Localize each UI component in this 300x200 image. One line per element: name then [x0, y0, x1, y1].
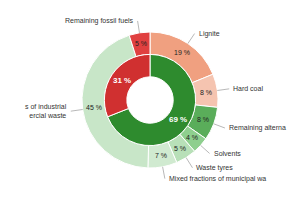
svg-text:Hard coal: Hard coal: [233, 85, 263, 92]
svg-text:Mixed fractions of municipal w: Mixed fractions of municipal wa: [169, 175, 266, 183]
svg-text:Lignite: Lignite: [199, 30, 220, 38]
svg-text:5 %: 5 %: [174, 145, 186, 152]
svg-text:s of industrialercial waste: s of industrialercial waste: [25, 103, 67, 119]
svg-text:45 %: 45 %: [86, 104, 102, 111]
svg-text:Remaining alterna: Remaining alterna: [229, 124, 286, 132]
svg-text:5 %: 5 %: [135, 40, 147, 47]
svg-text:Remaining fossil fuels: Remaining fossil fuels: [65, 17, 134, 25]
svg-text:8 %: 8 %: [197, 116, 209, 123]
svg-text:8 %: 8 %: [200, 89, 212, 96]
svg-text:Solvents: Solvents: [214, 150, 241, 157]
svg-text:Waste tyres: Waste tyres: [196, 164, 233, 172]
svg-text:69 %: 69 %: [169, 115, 187, 124]
svg-text:7 %: 7 %: [155, 152, 167, 159]
svg-text:4 %: 4 %: [186, 134, 198, 141]
svg-text:19 %: 19 %: [174, 49, 190, 56]
svg-text:31 %: 31 %: [113, 76, 131, 85]
